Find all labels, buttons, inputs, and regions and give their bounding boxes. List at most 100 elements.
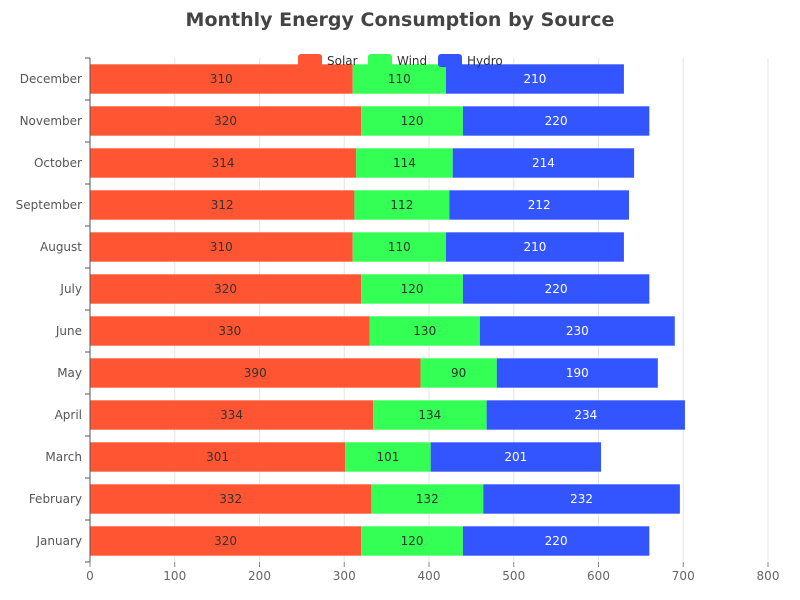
bar-hydro: [452, 148, 635, 178]
y-tick-label: September: [16, 198, 82, 212]
y-tick-label: November: [20, 114, 82, 128]
bar-solar: [90, 190, 355, 220]
data-label: 132: [416, 492, 439, 506]
bar-hydro: [462, 106, 650, 136]
bar-solar: [90, 274, 362, 304]
bar-hydro: [483, 484, 680, 514]
y-tick-label: January: [36, 534, 83, 548]
data-label: 190: [566, 366, 589, 380]
bar-solar: [90, 232, 353, 262]
data-label: 114: [393, 156, 416, 170]
bar-solar: [90, 400, 374, 430]
legend-swatch-wind: [368, 54, 392, 67]
x-tick-label: 700: [672, 569, 695, 583]
bar-wind: [345, 442, 431, 472]
data-label: 314: [212, 156, 235, 170]
data-label: 210: [523, 72, 546, 86]
data-label: 320: [214, 534, 237, 548]
data-label: 112: [390, 198, 413, 212]
data-label: 120: [401, 114, 424, 128]
bar-wind: [369, 316, 480, 346]
legend-label-hydro: Hydro: [467, 54, 503, 68]
x-tick-label: 300: [333, 569, 356, 583]
bar-solar: [90, 148, 357, 178]
data-label: 212: [528, 198, 551, 212]
bar-wind: [352, 232, 446, 262]
data-label: 120: [401, 282, 424, 296]
bar-hydro: [486, 400, 685, 430]
data-label: 120: [401, 534, 424, 548]
bar-wind: [356, 148, 453, 178]
legend-label-solar: Solar: [327, 54, 358, 68]
x-tick-label: 500: [502, 569, 525, 583]
data-label: 320: [214, 114, 237, 128]
bar-solar: [90, 442, 346, 472]
x-tick-label: 0: [86, 569, 94, 583]
y-tick-label: October: [34, 156, 82, 170]
data-label: 330: [218, 324, 241, 338]
y-tick-label: February: [29, 492, 82, 506]
data-label: 312: [211, 198, 234, 212]
bar-hydro: [445, 232, 624, 262]
bar-solar: [90, 526, 362, 556]
y-tick-label: May: [57, 366, 82, 380]
bar-wind: [373, 400, 487, 430]
x-tick-label: 800: [757, 569, 780, 583]
bar-wind: [361, 274, 463, 304]
bar-solar: [90, 106, 362, 136]
x-tick-label: 200: [248, 569, 271, 583]
bar-solar: [90, 64, 353, 94]
data-label: 234: [574, 408, 597, 422]
chart-title: Monthly Energy Consumption by Source: [185, 9, 615, 31]
y-tick-label: April: [55, 408, 82, 422]
legend-label-wind: Wind: [397, 54, 427, 68]
data-label: 310: [210, 72, 233, 86]
y-tick-label: March: [45, 450, 82, 464]
bar-wind: [361, 106, 463, 136]
bar-hydro: [462, 274, 650, 304]
data-label: 130: [413, 324, 436, 338]
bar-wind: [354, 190, 450, 220]
data-label: 134: [418, 408, 441, 422]
data-label: 110: [388, 72, 411, 86]
bar-hydro: [445, 64, 624, 94]
data-label: 210: [523, 240, 546, 254]
data-label: 390: [244, 366, 267, 380]
data-label: 90: [451, 366, 466, 380]
bar-hydro: [430, 442, 602, 472]
data-label: 232: [570, 492, 593, 506]
data-label: 332: [219, 492, 242, 506]
data-label: 220: [545, 282, 568, 296]
y-tick-label: July: [59, 282, 82, 296]
legend-swatch-hydro: [438, 54, 462, 67]
data-label: 201: [504, 450, 527, 464]
bar-wind: [352, 64, 446, 94]
y-tick-label: December: [20, 72, 82, 86]
data-label: 220: [545, 534, 568, 548]
data-label: 110: [388, 240, 411, 254]
bar-wind: [371, 484, 484, 514]
y-tick-label: June: [55, 324, 82, 338]
bar-solar: [90, 484, 372, 514]
x-tick-label: 100: [163, 569, 186, 583]
bar-hydro: [462, 526, 650, 556]
bar-hydro: [449, 190, 630, 220]
y-tick-label: August: [40, 240, 82, 254]
bar-solar: [90, 316, 370, 346]
data-label: 230: [566, 324, 589, 338]
data-label: 214: [532, 156, 555, 170]
data-label: 220: [545, 114, 568, 128]
data-label: 334: [220, 408, 243, 422]
bar-hydro: [496, 358, 658, 388]
x-tick-label: 600: [587, 569, 610, 583]
legend-swatch-solar: [298, 54, 322, 67]
bar-solar: [90, 358, 421, 388]
data-label: 310: [210, 240, 233, 254]
x-tick-label: 400: [418, 569, 441, 583]
bar-wind: [361, 526, 463, 556]
bar-wind: [420, 358, 497, 388]
data-label: 301: [206, 450, 229, 464]
data-label: 320: [214, 282, 237, 296]
